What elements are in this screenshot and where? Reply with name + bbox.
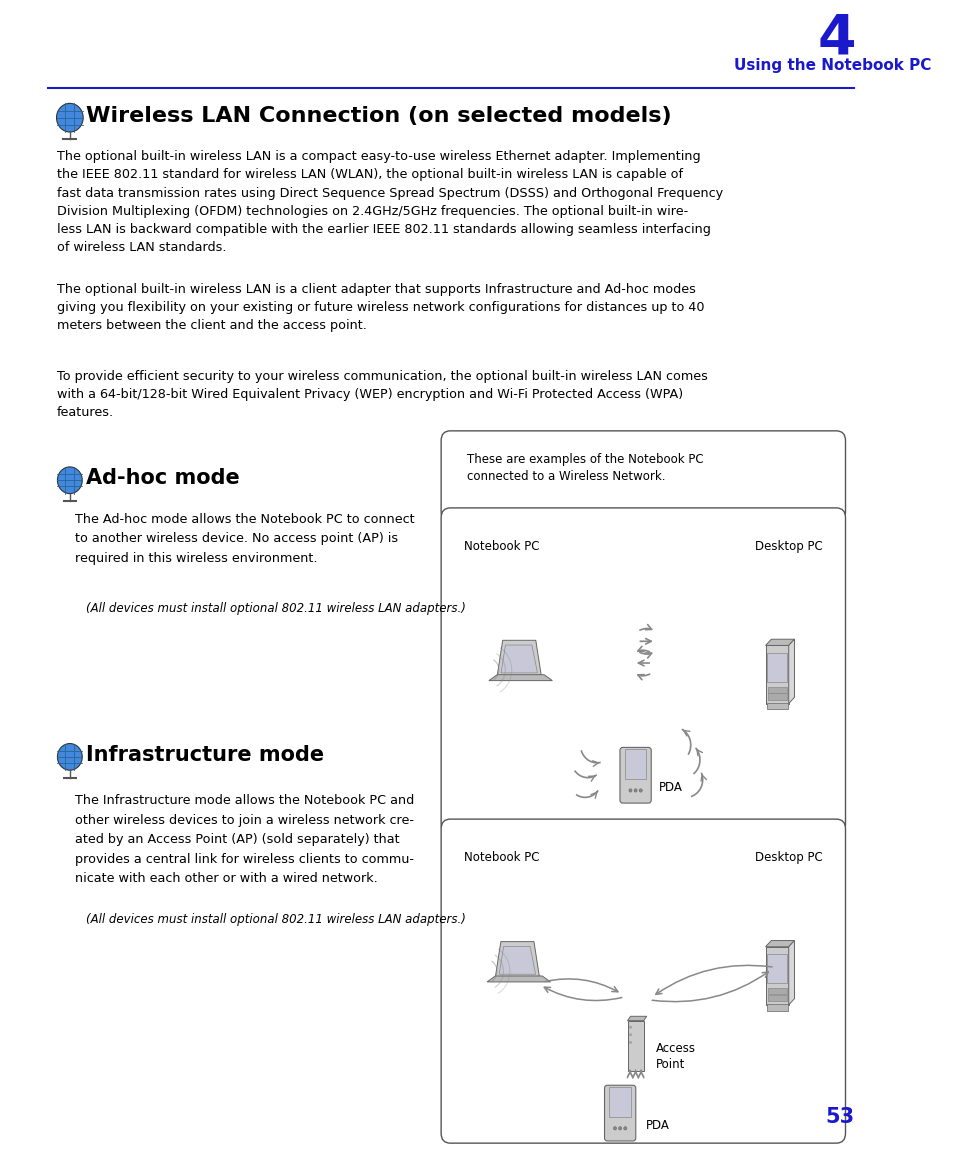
Circle shape (634, 789, 637, 792)
Polygon shape (498, 946, 535, 974)
Polygon shape (764, 639, 794, 646)
Text: Infrastructure mode: Infrastructure mode (87, 745, 324, 765)
Circle shape (629, 1026, 631, 1028)
FancyBboxPatch shape (619, 747, 651, 803)
Text: (All devices must install optional 802.11 wireless LAN adapters.): (All devices must install optional 802.1… (87, 912, 466, 926)
Circle shape (57, 744, 82, 770)
FancyBboxPatch shape (766, 954, 786, 983)
FancyBboxPatch shape (767, 988, 785, 994)
Text: Notebook PC: Notebook PC (463, 851, 539, 864)
FancyBboxPatch shape (767, 687, 785, 693)
Circle shape (618, 1126, 621, 1130)
Text: Ad-hoc mode: Ad-hoc mode (87, 469, 240, 489)
Polygon shape (764, 940, 794, 947)
Polygon shape (788, 940, 794, 1005)
Text: 53: 53 (824, 1108, 854, 1127)
FancyBboxPatch shape (624, 750, 645, 778)
Polygon shape (788, 639, 794, 703)
FancyBboxPatch shape (766, 653, 786, 681)
Polygon shape (497, 640, 540, 676)
FancyBboxPatch shape (767, 693, 785, 700)
Circle shape (613, 1126, 616, 1130)
Text: (All devices must install optional 802.11 wireless LAN adapters.): (All devices must install optional 802.1… (87, 602, 466, 614)
Circle shape (57, 467, 82, 493)
Text: 4: 4 (817, 12, 856, 66)
Polygon shape (764, 646, 788, 703)
Polygon shape (627, 1021, 643, 1071)
Text: Using the Notebook PC: Using the Notebook PC (734, 58, 931, 73)
FancyBboxPatch shape (766, 702, 787, 709)
Polygon shape (495, 941, 538, 977)
Polygon shape (488, 675, 552, 680)
FancyBboxPatch shape (440, 431, 844, 522)
FancyBboxPatch shape (767, 994, 785, 1001)
Text: Desktop PC: Desktop PC (754, 539, 821, 552)
Text: Wireless LAN Connection (on selected models): Wireless LAN Connection (on selected mod… (87, 106, 671, 126)
Polygon shape (627, 1016, 646, 1021)
Circle shape (623, 1126, 626, 1130)
Text: These are examples of the Notebook PC
connected to a Wireless Network.: These are examples of the Notebook PC co… (466, 453, 702, 483)
Text: The optional built-in wireless LAN is a client adapter that supports Infrastruct: The optional built-in wireless LAN is a … (57, 283, 703, 333)
Text: The optional built-in wireless LAN is a compact easy-to-use wireless Ethernet ad: The optional built-in wireless LAN is a … (57, 150, 722, 254)
FancyBboxPatch shape (766, 1004, 787, 1011)
FancyBboxPatch shape (604, 1086, 635, 1141)
FancyBboxPatch shape (440, 508, 844, 834)
Polygon shape (764, 947, 788, 1005)
Text: To provide efficient security to your wireless communication, the optional built: To provide efficient security to your wi… (57, 370, 707, 419)
Text: Desktop PC: Desktop PC (754, 851, 821, 864)
Circle shape (629, 1042, 631, 1043)
Circle shape (56, 103, 83, 132)
Text: PDA: PDA (658, 781, 681, 793)
Text: Notebook PC: Notebook PC (463, 539, 539, 552)
Text: PDA: PDA (645, 1119, 669, 1132)
Text: The Infrastructure mode allows the Notebook PC and
other wireless devices to joi: The Infrastructure mode allows the Noteb… (75, 795, 415, 886)
FancyBboxPatch shape (609, 1087, 630, 1117)
Polygon shape (487, 976, 550, 982)
Polygon shape (500, 644, 537, 673)
Circle shape (628, 789, 631, 792)
Circle shape (639, 789, 641, 792)
Circle shape (629, 1034, 631, 1036)
Text: The Ad-hoc mode allows the Notebook PC to connect
to another wireless device. No: The Ad-hoc mode allows the Notebook PC t… (75, 513, 415, 565)
Text: Access
Point: Access Point (655, 1042, 695, 1071)
FancyBboxPatch shape (440, 819, 844, 1143)
